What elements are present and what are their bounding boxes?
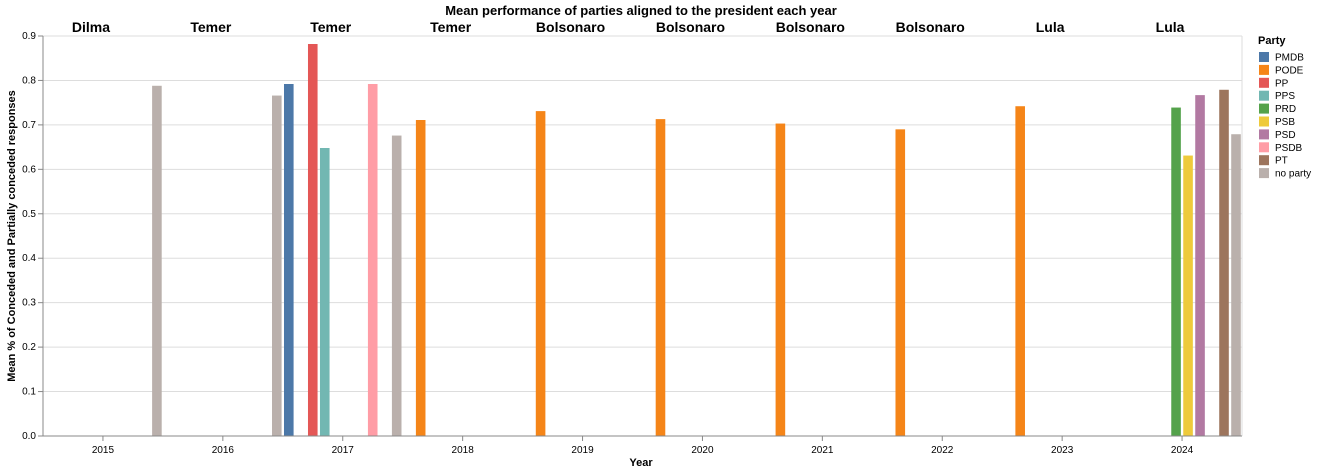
legend-label: PPS bbox=[1275, 91, 1295, 102]
bar-pode-2022 bbox=[895, 129, 906, 437]
legend-swatch bbox=[1259, 116, 1269, 127]
y-tick-label: 0.7 bbox=[22, 120, 36, 131]
legend-title: Party bbox=[1258, 35, 1286, 47]
legend-swatch bbox=[1259, 142, 1269, 153]
x-tick-label: 2020 bbox=[691, 445, 714, 456]
bar-psd-2024 bbox=[1195, 95, 1205, 436]
legend-swatch bbox=[1259, 168, 1269, 179]
bar-no-party-2015 bbox=[152, 85, 162, 437]
x-tick-label: 2018 bbox=[452, 445, 475, 456]
legend-label: PSD bbox=[1275, 130, 1296, 141]
president-label: Temer bbox=[430, 19, 472, 35]
president-label: Dilma bbox=[72, 19, 110, 35]
y-tick-label: 0.6 bbox=[22, 164, 36, 175]
president-label: Bolsonaro bbox=[536, 19, 605, 35]
bar-pps-2017 bbox=[319, 148, 330, 436]
x-tick-label: 2022 bbox=[931, 445, 954, 456]
x-tick-label: 2015 bbox=[92, 445, 115, 456]
bars bbox=[152, 44, 1241, 437]
legend-label: PT bbox=[1275, 156, 1288, 167]
bar-psb-2024 bbox=[1183, 155, 1193, 437]
bar-no-party-2016 bbox=[272, 95, 282, 437]
x-axis-title: Year bbox=[629, 457, 653, 469]
legend-swatch bbox=[1259, 90, 1269, 101]
legend-label: no party bbox=[1275, 169, 1311, 180]
legend-swatch bbox=[1259, 155, 1269, 166]
president-labels: Dilma Temer Temer Temer Bolsonaro Bolsonaro Bo… bbox=[72, 19, 1185, 35]
legend-label: PMDB bbox=[1275, 53, 1304, 64]
bar-pp-2017 bbox=[307, 44, 318, 436]
president-label: Lula bbox=[1156, 19, 1185, 35]
president-label: Temer bbox=[190, 19, 232, 35]
x-tick-label: 2024 bbox=[1171, 445, 1194, 456]
x-tick-label: 2021 bbox=[811, 445, 834, 456]
legend-swatch bbox=[1259, 103, 1269, 114]
president-label: Bolsonaro bbox=[896, 19, 965, 35]
grid bbox=[43, 35, 1243, 437]
legend-label: PSB bbox=[1275, 117, 1295, 128]
x-tick-label: 2023 bbox=[1051, 445, 1074, 456]
y-tick-label: 0.2 bbox=[22, 342, 36, 353]
axes: 0.0 0.1 0.2 0.3 0.4 0.5 0.6 0.7 0.8 0.9 2015 2016 20… bbox=[22, 31, 1242, 456]
y-tick-label: 0.1 bbox=[22, 387, 36, 398]
y-tick-label: 0.8 bbox=[22, 75, 36, 86]
president-label: Bolsonaro bbox=[776, 19, 845, 35]
legend-swatch bbox=[1259, 129, 1269, 140]
x-tick-label: 2016 bbox=[212, 445, 235, 456]
bar-no-party-2017 bbox=[391, 135, 402, 437]
bar-pmdb-2017 bbox=[283, 84, 294, 436]
legend-swatch bbox=[1259, 77, 1269, 88]
legend-swatch bbox=[1259, 64, 1269, 75]
y-tick-label: 0.4 bbox=[22, 253, 36, 264]
x-tick-label: 2017 bbox=[332, 445, 355, 456]
bar-psdb-2017 bbox=[367, 84, 378, 436]
bar-pode-2018 bbox=[415, 120, 426, 436]
bar-prd-2024 bbox=[1171, 107, 1181, 437]
legend-label: PRD bbox=[1275, 104, 1296, 115]
bar-pode-2020 bbox=[655, 119, 666, 436]
legend-swatch bbox=[1259, 52, 1269, 62]
legend-label: PODE bbox=[1275, 65, 1304, 76]
president-label: Lula bbox=[1036, 19, 1065, 35]
chart-title: Mean performance of parties aligned to t… bbox=[445, 3, 837, 18]
legend-label: PSDB bbox=[1275, 143, 1303, 154]
x-tick-label: 2019 bbox=[571, 445, 594, 456]
president-label: Temer bbox=[310, 19, 352, 35]
bar-pode-2019 bbox=[535, 111, 546, 436]
bar-pode-2023 bbox=[1015, 106, 1025, 436]
bar-no-party-2024 bbox=[1231, 134, 1241, 436]
president-label: Bolsonaro bbox=[656, 19, 725, 35]
y-tick-label: 0.5 bbox=[22, 209, 36, 220]
legend-label: PP bbox=[1275, 78, 1289, 89]
bar-pode-2021 bbox=[775, 123, 786, 437]
y-tick-label: 0.3 bbox=[22, 298, 36, 309]
y-tick-label: 0.0 bbox=[22, 431, 36, 442]
bar-pt-2024 bbox=[1219, 89, 1229, 437]
y-tick-label: 0.9 bbox=[22, 31, 36, 42]
y-axis-title: Mean % of Conceded and Partially concede… bbox=[6, 90, 18, 382]
